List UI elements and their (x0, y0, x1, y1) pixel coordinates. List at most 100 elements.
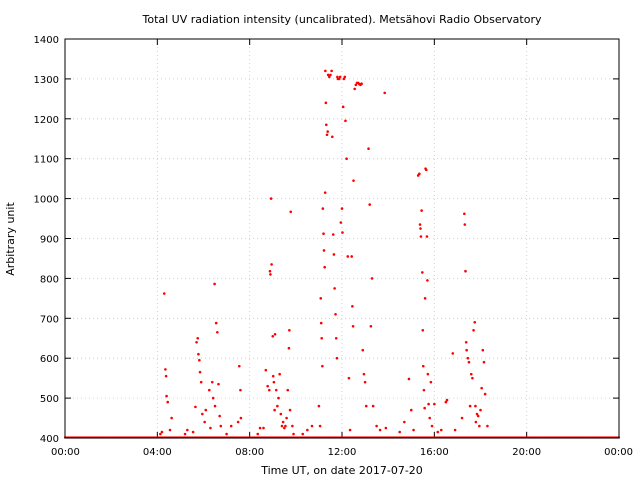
data-point (196, 336, 200, 340)
data-point (445, 398, 449, 402)
x-tick-label: 00:00 (604, 447, 633, 458)
data-point (321, 364, 324, 368)
data-point (345, 157, 348, 160)
data-point (323, 265, 326, 269)
data-point (195, 340, 198, 344)
data-point (288, 328, 291, 332)
data-point (218, 414, 221, 418)
data-point (354, 83, 358, 87)
data-point (473, 320, 477, 324)
tick-labels: 400 500 600 700 800 900 1000 1100 1200 1300 1400 00… (34, 35, 633, 458)
data-point (398, 430, 402, 434)
y-tick-label: 1200 (34, 115, 59, 126)
data-point (273, 332, 277, 336)
data-point (282, 426, 286, 430)
data-point (258, 426, 262, 430)
data-point (467, 360, 471, 364)
y-tick-label: 1300 (34, 75, 59, 86)
data-point (199, 380, 203, 384)
data-point (368, 203, 372, 206)
plot-frame (64, 38, 620, 439)
data-point (475, 412, 479, 416)
data-point (191, 430, 195, 434)
data-point (331, 233, 335, 236)
data-point (428, 416, 432, 420)
data-point (326, 130, 329, 133)
data-point (478, 424, 481, 428)
data-point (331, 135, 334, 139)
data-point (162, 292, 166, 295)
data-point (319, 321, 323, 325)
data-point (197, 352, 200, 356)
y-tick-label: 1400 (34, 35, 59, 46)
data-point (194, 405, 197, 409)
data-point (474, 420, 478, 424)
data-point (423, 406, 426, 410)
data-point (341, 231, 344, 234)
data-point (269, 273, 272, 276)
data-point (310, 424, 314, 428)
data-point (451, 352, 455, 355)
data-point (469, 372, 473, 376)
y-tick-label: 1000 (34, 195, 59, 206)
data-point (225, 432, 228, 436)
y-tick-label: 600 (40, 354, 59, 365)
data-point (474, 404, 477, 408)
data-point (403, 420, 406, 424)
data-point (239, 388, 242, 392)
data-point (341, 105, 345, 109)
data-point (266, 384, 269, 388)
data-point (262, 426, 265, 430)
data-point (367, 147, 370, 151)
data-point (329, 73, 332, 77)
data-point (209, 426, 212, 430)
data-point (338, 75, 342, 79)
data-point (183, 432, 187, 436)
data-point (269, 197, 273, 200)
data-point (323, 191, 327, 194)
data-point (276, 404, 279, 408)
data-point (210, 380, 214, 384)
data-point (284, 424, 287, 428)
data-point (383, 91, 387, 95)
data-point (237, 364, 241, 368)
data-point (317, 404, 321, 408)
data-point (419, 235, 423, 238)
data-point (267, 388, 271, 392)
data-point (324, 101, 328, 105)
data-point (444, 400, 448, 404)
data-point (420, 209, 423, 212)
x-tick-label: 16:00 (420, 447, 449, 458)
data-point (479, 408, 482, 412)
data-point (480, 386, 483, 390)
data-point (280, 424, 284, 428)
y-tick-label: 800 (40, 274, 59, 285)
data-point (424, 168, 428, 172)
data-point (274, 388, 278, 392)
data-point (433, 402, 436, 406)
data-point (347, 376, 351, 380)
data-point (216, 330, 219, 334)
data-point (421, 364, 425, 368)
data-point (384, 426, 388, 430)
data-point (412, 428, 415, 432)
data-point (217, 382, 220, 386)
data-point (204, 408, 208, 412)
data-point (301, 432, 305, 436)
data-point (198, 370, 202, 374)
data-point (430, 424, 434, 428)
data-point (198, 358, 201, 362)
data-point (351, 324, 355, 328)
data-point (369, 324, 373, 328)
data-point (407, 377, 411, 381)
y-tick-label: 700 (40, 314, 59, 325)
data-point (328, 75, 331, 79)
data-point (340, 207, 344, 210)
data-point (319, 297, 323, 300)
data-point (335, 356, 339, 360)
data-point (343, 75, 347, 79)
data-point (363, 380, 367, 384)
x-tick-label: 04:00 (143, 447, 172, 458)
x-tick-label: 20:00 (512, 447, 541, 458)
data-point (186, 428, 189, 432)
